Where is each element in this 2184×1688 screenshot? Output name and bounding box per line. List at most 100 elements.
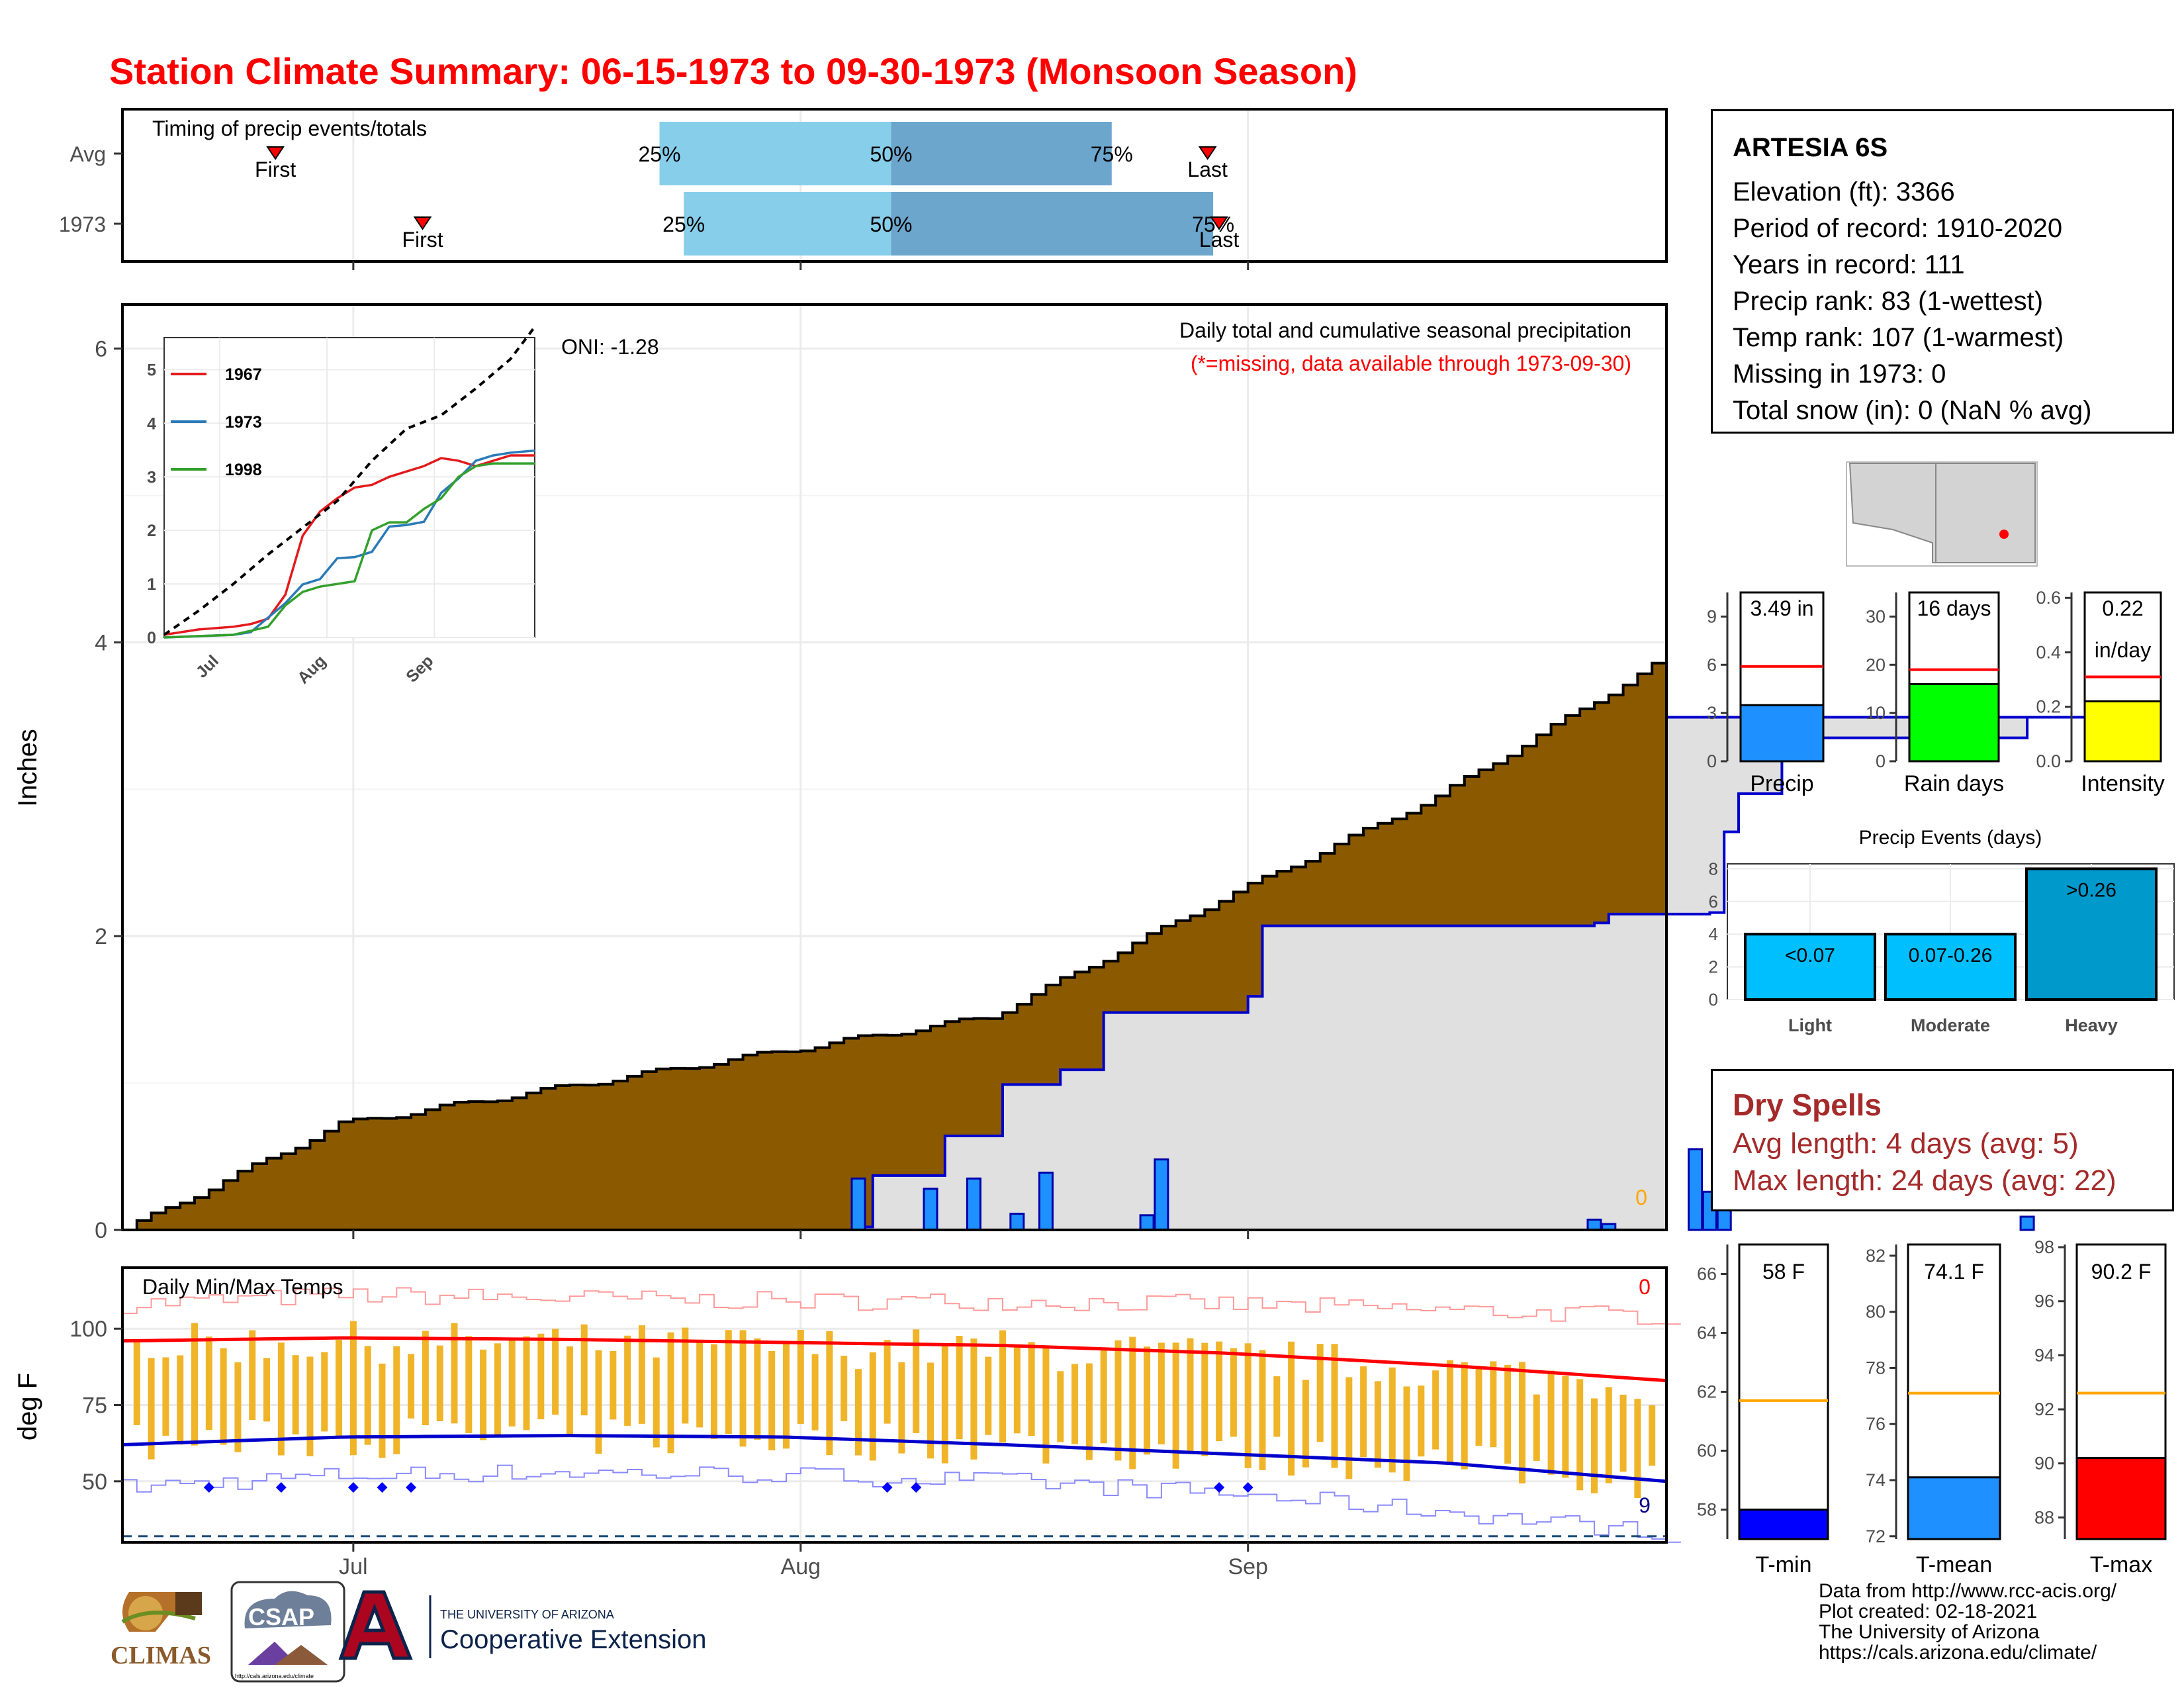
timing-q50-label: 50% bbox=[870, 212, 912, 236]
daily-temp-range-bar bbox=[292, 1355, 299, 1434]
daily-temp-range-bar bbox=[408, 1354, 415, 1419]
event-category-label: Moderate bbox=[1911, 1015, 1990, 1035]
daily-temp-range-bar bbox=[451, 1323, 458, 1424]
record-low-marker bbox=[1242, 1482, 1253, 1493]
temp-bar-y-tick-label: 90 bbox=[2034, 1454, 2054, 1474]
daily-temp-range-bar bbox=[1533, 1394, 1540, 1461]
daily-temp-range-bar bbox=[927, 1362, 934, 1459]
average-max-temp-line bbox=[122, 1336, 1667, 1383]
x-axis-tick-label: Jul bbox=[339, 1554, 367, 1579]
record-low-line bbox=[122, 1464, 1681, 1543]
daily-temp-range-bar bbox=[1475, 1367, 1482, 1446]
csap-wordmark: CSAP bbox=[248, 1603, 314, 1630]
temps-y-axis-label: deg F bbox=[13, 1373, 42, 1440]
timing-q75-label: 75% bbox=[1091, 142, 1133, 166]
average-min-temp-line bbox=[122, 1434, 1667, 1483]
daily-temp-range-bar bbox=[624, 1335, 631, 1426]
timing-first-label: First bbox=[255, 158, 296, 181]
daily-temp-range-bar bbox=[1403, 1386, 1410, 1481]
daily-temp-range-bar bbox=[277, 1342, 285, 1456]
daily-temp-range-bar bbox=[610, 1351, 617, 1420]
daily-temp-range-bar bbox=[1028, 1342, 1035, 1436]
events-y-tick-label: 4 bbox=[1709, 924, 1718, 944]
daily-temp-range-bar bbox=[1085, 1363, 1093, 1460]
mini-bar-value bbox=[1739, 704, 1825, 763]
daily-temp-range-bar bbox=[869, 1352, 876, 1461]
temps-y-tick-label: 50 bbox=[82, 1470, 107, 1495]
station-snow: Total snow (in): 0 (NaN % avg) bbox=[1733, 396, 2092, 425]
daily-temp-range-bar bbox=[263, 1358, 271, 1422]
daily-temp-range-bar bbox=[956, 1335, 963, 1440]
map-states bbox=[1848, 463, 2036, 563]
timing-q25-label: 25% bbox=[662, 212, 705, 236]
daily-temp-range-bar bbox=[1259, 1350, 1266, 1470]
daily-temp-range-bar bbox=[1360, 1366, 1367, 1458]
daily-temp-range-bar bbox=[177, 1355, 184, 1445]
dry-spells-max: Max length: 24 days (avg: 22) bbox=[1733, 1164, 2116, 1197]
mini-bar-category-label: Rain days bbox=[1904, 771, 2004, 796]
daily-precip-bar bbox=[1154, 1158, 1169, 1231]
daily-temp-range-bar bbox=[667, 1332, 674, 1454]
mini-bar-y-tick-label: 0.2 bbox=[2036, 697, 2061, 717]
main-y-tick-label: 2 bbox=[95, 924, 107, 949]
mini-bar-y-tick-label: 3 bbox=[1707, 703, 1717, 723]
daily-temp-range-bar bbox=[1129, 1336, 1136, 1470]
temps-top-count: 0 bbox=[1639, 1275, 1651, 1299]
daily-temp-range-bar bbox=[1316, 1344, 1324, 1442]
main-y-axis-label: Inches bbox=[13, 729, 42, 807]
mini-bar-value bbox=[2083, 700, 2162, 763]
daily-temp-range-bar bbox=[249, 1330, 256, 1421]
daily-temp-range-bar bbox=[1042, 1346, 1050, 1464]
daily-temp-range-bar bbox=[1201, 1342, 1208, 1456]
daily-temp-range-bar bbox=[1288, 1341, 1295, 1476]
record-low-marker bbox=[1214, 1482, 1225, 1493]
record-low-marker bbox=[203, 1482, 214, 1493]
station-name: ARTESIA 6S bbox=[1733, 133, 1888, 162]
daily-precip-bar bbox=[1009, 1213, 1025, 1231]
daily-temp-range-bar bbox=[1634, 1399, 1641, 1499]
ua-cooperative-extension: Cooperative Extension bbox=[440, 1625, 706, 1654]
event-range-label: <0.07 bbox=[1785, 945, 1835, 966]
daily-temp-range-bar bbox=[999, 1330, 1007, 1443]
logos-strip: CLIMAS CSAP http://cals.arizona.edu/clim… bbox=[111, 1581, 706, 1683]
timing-panel: Timing of precip events/totals Avg 25% 50% 7… bbox=[59, 108, 1668, 270]
x-axis-tick-label: Sep bbox=[1228, 1554, 1268, 1579]
daily-temp-range-bar bbox=[1273, 1376, 1281, 1437]
footer-line: The University of Arizona bbox=[1819, 1621, 2040, 1643]
daily-temp-range-bar bbox=[941, 1343, 948, 1464]
daily-precip-bar bbox=[1688, 1148, 1704, 1231]
climas-wordmark: CLIMAS bbox=[111, 1642, 211, 1669]
daily-temp-range-bar bbox=[234, 1362, 242, 1452]
timing-q50-q75-bar bbox=[891, 192, 1214, 256]
inset-average-line bbox=[163, 326, 536, 636]
daily-temp-range-bar bbox=[393, 1346, 400, 1454]
daily-temp-range-bar bbox=[580, 1324, 588, 1416]
mini-bar-category-label: Precip bbox=[1750, 771, 1813, 796]
temp-bar-value bbox=[1738, 1509, 1829, 1540]
main-plot-frame bbox=[121, 303, 1668, 1231]
daily-temp-range-bar bbox=[1345, 1377, 1353, 1479]
record-low-marker bbox=[406, 1482, 417, 1493]
daily-temp-range-bar bbox=[1115, 1340, 1122, 1461]
timing-last-label: Last bbox=[1199, 228, 1240, 252]
record-low-marker bbox=[882, 1482, 893, 1493]
station-years: Years in record: 111 bbox=[1733, 250, 1965, 279]
event-bar-light bbox=[1744, 933, 1876, 1002]
daily-temp-range-bar bbox=[841, 1356, 848, 1421]
station-elevation: Elevation (ft): 3366 bbox=[1733, 177, 1955, 207]
daily-temp-range-bar bbox=[1649, 1405, 1656, 1466]
timing-q50-q75-bar bbox=[891, 122, 1112, 185]
temp-bar-y-tick-label: 94 bbox=[2034, 1345, 2054, 1365]
temp-bar-y-tick-label: 92 bbox=[2034, 1399, 2054, 1419]
mini-bar-value-unit: in/day bbox=[2095, 638, 2151, 662]
timing-label: Timing of precip events/totals bbox=[152, 117, 427, 140]
daily-temp-range-bar bbox=[1490, 1361, 1497, 1448]
temp-bar-category-label: T-min bbox=[1756, 1552, 1812, 1577]
timing-first-marker bbox=[266, 146, 285, 160]
mini-bar-value bbox=[1908, 682, 2000, 763]
mini-bar-value-label: 0.22 bbox=[2102, 596, 2143, 620]
daily-temp-range-bar bbox=[1619, 1394, 1627, 1472]
station-precip-rank: Precip rank: 83 (1-wettest) bbox=[1733, 287, 2044, 316]
daily-temp-range-bar bbox=[336, 1339, 343, 1438]
daily-temp-range-bar bbox=[782, 1342, 790, 1449]
